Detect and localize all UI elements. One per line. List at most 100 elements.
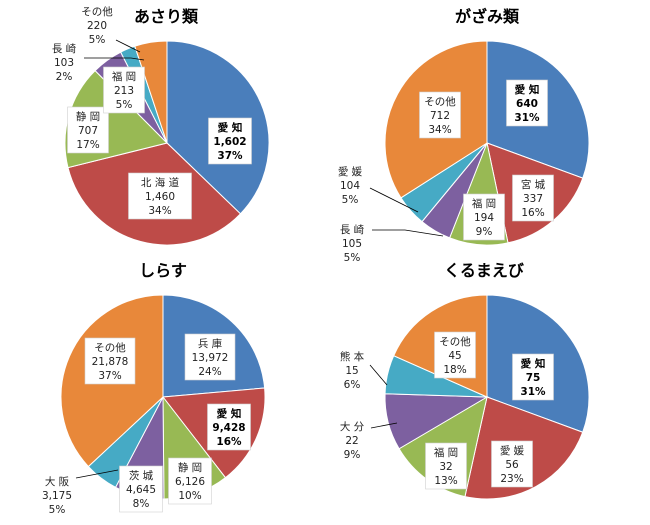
slice-value_text: 4,645 (126, 484, 156, 496)
slice-label: 愛 知 (217, 407, 242, 420)
chart-title: がざみ類 (455, 7, 520, 26)
slice-pct: 37% (98, 370, 121, 382)
label-box (506, 79, 548, 127)
data-label: 茨 城 4,645 8% (119, 465, 163, 513)
slice-value_text: 15 (345, 365, 358, 377)
label-box (184, 333, 236, 381)
slice-label: 茨 城 (129, 469, 154, 482)
leader-line (370, 422, 398, 429)
slice-pct: 5% (89, 34, 106, 46)
leader-line (75, 469, 119, 479)
data-label: 熊 本 15 6% (340, 350, 365, 391)
slice-pct: 18% (443, 364, 466, 376)
slice-value_text: 105 (342, 238, 362, 250)
chart-title: くるまえび (444, 261, 525, 280)
data-label: 長 崎 105 5% (340, 223, 365, 264)
slice-pct: 10% (178, 490, 201, 502)
label-box (512, 174, 554, 222)
data-label: 宮 城 337 16% (512, 174, 554, 222)
slice-label: その他 (94, 341, 126, 354)
label-box (128, 172, 192, 220)
slice-pct: 34% (428, 124, 451, 136)
slice-value_text: 9,428 (212, 422, 245, 434)
slice-pct: 8% (133, 498, 150, 510)
chart-title: あさり類 (134, 7, 199, 26)
label-box (84, 337, 136, 385)
slice-pct: 2% (56, 71, 73, 83)
slice-label: 福 岡 (434, 446, 458, 459)
label-box (491, 440, 533, 488)
slice-value_text: 45 (448, 350, 461, 362)
label-box (208, 117, 252, 165)
slice-pct: 5% (49, 504, 66, 516)
slice-pct: 5% (344, 252, 361, 264)
slice-label: 愛 媛 (500, 444, 525, 457)
data-label: その他 220 5% (81, 5, 113, 46)
slice-label: 静 岡 (178, 461, 202, 474)
slice-pct: 6% (344, 379, 361, 391)
data-label: その他 45 18% (434, 331, 476, 379)
slice-value_text: 220 (87, 20, 107, 32)
slice-pct: 37% (217, 150, 243, 162)
data-label: その他 712 34% (419, 91, 461, 139)
slice-value_text: 640 (516, 98, 538, 110)
data-label: 長 崎 103 2% (52, 42, 77, 83)
slice-label: 愛 知 (521, 357, 546, 370)
slice-pct: 13% (434, 475, 457, 487)
label-box (512, 353, 554, 401)
label-box (168, 457, 212, 505)
slice-label: その他 (424, 95, 456, 108)
slice-pct: 16% (521, 207, 544, 219)
data-label: 福 岡 194 9% (463, 193, 505, 241)
slice-value_text: 213 (114, 85, 134, 97)
label-box (434, 331, 476, 379)
slice-label: 静 岡 (76, 110, 100, 123)
data-label: 愛 媛 56 23% (491, 440, 533, 488)
data-label: 福 岡 32 13% (425, 442, 467, 490)
slice-pct: 9% (476, 226, 493, 238)
label-box (425, 442, 467, 490)
data-label: 愛 知 1,602 37% (208, 117, 252, 165)
slice-label: 長 崎 (52, 42, 77, 55)
leader-line (115, 39, 141, 53)
slice-pct: 5% (342, 194, 359, 206)
slice-label: 北 海 道 (141, 176, 180, 189)
slice-label: 宮 城 (521, 178, 546, 191)
slice-label: 兵 庫 (198, 337, 223, 350)
slice-label: 熊 本 (340, 350, 365, 363)
data-label: 福 岡 213 5% (103, 66, 145, 114)
slice-label: 愛 知 (218, 121, 243, 134)
slice-pct: 17% (76, 139, 99, 151)
leader-line (84, 57, 145, 61)
slice-pct: 9% (344, 449, 361, 461)
data-label: 愛 媛 104 5% (338, 165, 363, 206)
slice-value_text: 337 (523, 193, 543, 205)
slice-value_text: 103 (54, 57, 74, 69)
label-box (103, 66, 145, 114)
leader-line (369, 187, 419, 213)
data-label: 愛 知 75 31% (512, 353, 554, 401)
slice-label: 愛 媛 (338, 165, 363, 178)
slice-label: 愛 知 (515, 83, 540, 96)
slice-value_text: 22 (345, 435, 358, 447)
slice-value_text: 3,175 (42, 490, 72, 502)
data-label: 大 分 22 9% (340, 420, 365, 461)
slice-pct: 31% (514, 112, 540, 124)
data-label: 静 岡 707 17% (67, 106, 109, 154)
slice-label: 大 分 (340, 420, 365, 433)
slice-label: その他 (439, 335, 471, 348)
label-box (463, 193, 505, 241)
label-box (119, 465, 163, 513)
leader-line (372, 229, 444, 237)
data-label: 大 阪 3,175 5% (42, 475, 72, 516)
slice-value_text: 75 (526, 372, 541, 384)
slice-label: 福 岡 (472, 197, 496, 210)
slice-label: 長 崎 (340, 223, 365, 236)
leader-line (369, 364, 388, 386)
label-box (419, 91, 461, 139)
chart-title: しらす (139, 261, 187, 280)
